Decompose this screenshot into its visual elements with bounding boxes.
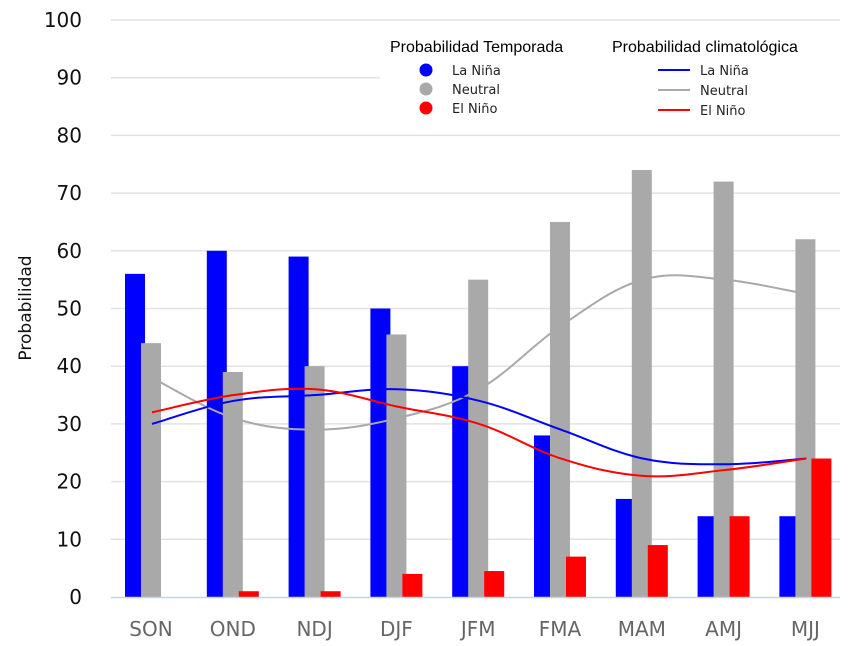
x-ticks: SON OND NDJ DJF JFM FMA MAM AMJ MJJ	[129, 617, 820, 641]
legend-label-la-nina: La Niña	[452, 64, 501, 79]
bar-el-nino-mjj	[811, 458, 832, 597]
clim-line-el-nino	[151, 387, 807, 478]
bar-el-nino-ndj	[320, 591, 341, 597]
x-tick-label: SON	[129, 617, 172, 641]
climatology-lines	[151, 274, 807, 478]
bar-la-nina-fma	[534, 435, 554, 597]
y-tick-label: 40	[57, 354, 82, 378]
bar-el-nino-fma	[566, 556, 586, 597]
bar-neutral-djf	[386, 334, 407, 597]
bar-neutral-ond	[222, 371, 243, 597]
y-tick-label: 60	[57, 239, 82, 263]
legend-label-neutral: Neutral	[452, 83, 500, 98]
bar-la-nina-mjj	[779, 516, 800, 597]
bar-la-nina-ndj	[288, 256, 309, 597]
legend-clim-label-neutral: Neutral	[700, 84, 748, 99]
y-ticks: 0 10 20 30 40 50 60 70 80 90 100	[44, 8, 82, 609]
legend-marker-el-nino	[419, 101, 433, 115]
bar-neutral-jfm	[468, 279, 489, 597]
clim-line-neutral	[151, 274, 807, 431]
y-tick-label: 10	[57, 527, 82, 551]
bar-la-nina-son	[125, 273, 145, 597]
legend-marker-la-nina	[419, 63, 433, 77]
y-axis-label: Probabilidad	[16, 255, 36, 360]
y-tick-label: 0	[69, 585, 82, 609]
clim-line-la-nina	[151, 388, 807, 466]
bar-el-nino-mam	[647, 545, 668, 597]
legend-marker-neutral	[419, 82, 433, 96]
x-tick-label: MJJ	[791, 617, 820, 641]
bar-la-nina-jfm	[452, 366, 473, 597]
legend-clim-label-la-nina: La Niña	[700, 64, 749, 79]
x-tick-label: FMA	[539, 617, 582, 641]
bar-neutral-mam	[631, 170, 652, 597]
y-tick-label: 30	[57, 412, 82, 436]
bars	[125, 170, 832, 598]
bar-neutral-son	[141, 343, 161, 597]
legend-label-el-nino: El Niño	[452, 102, 498, 117]
bar-la-nina-mam	[615, 498, 636, 597]
bar-la-nina-djf	[370, 308, 391, 597]
legend-background	[380, 28, 840, 128]
bar-el-nino-ond	[238, 591, 259, 597]
bar-el-nino-jfm	[484, 571, 505, 597]
bar-el-nino-amj	[729, 516, 750, 597]
y-tick-label: 20	[57, 470, 82, 494]
bar-neutral-fma	[550, 221, 570, 597]
bar-neutral-amj	[713, 181, 734, 597]
y-tick-label: 100	[44, 8, 82, 32]
bar-el-nino-djf	[402, 573, 423, 597]
bar-la-nina-ond	[206, 250, 227, 598]
x-tick-label: NDJ	[296, 617, 332, 641]
legend: Probabilidad Temporada Probabilidad clim…	[390, 39, 798, 119]
x-tick-label: MAM	[618, 617, 666, 641]
legend-title-season: Probabilidad Temporada	[390, 39, 563, 56]
y-tick-label: 80	[57, 123, 82, 147]
y-tick-label: 70	[57, 181, 82, 205]
legend-clim-label-el-nino: El Niño	[700, 104, 746, 119]
bar-la-nina-amj	[697, 516, 718, 597]
y-tick-label: 90	[57, 66, 82, 90]
bar-neutral-mjj	[795, 239, 816, 597]
bar-neutral-ndj	[304, 366, 325, 597]
x-tick-label: DJF	[380, 617, 413, 641]
x-tick-label: JFM	[459, 617, 496, 641]
x-tick-label: AMJ	[705, 617, 742, 641]
x-tick-label: OND	[210, 617, 256, 641]
y-tick-label: 50	[57, 297, 82, 321]
legend-title-climatology: Probabilidad climatológica	[612, 39, 798, 56]
